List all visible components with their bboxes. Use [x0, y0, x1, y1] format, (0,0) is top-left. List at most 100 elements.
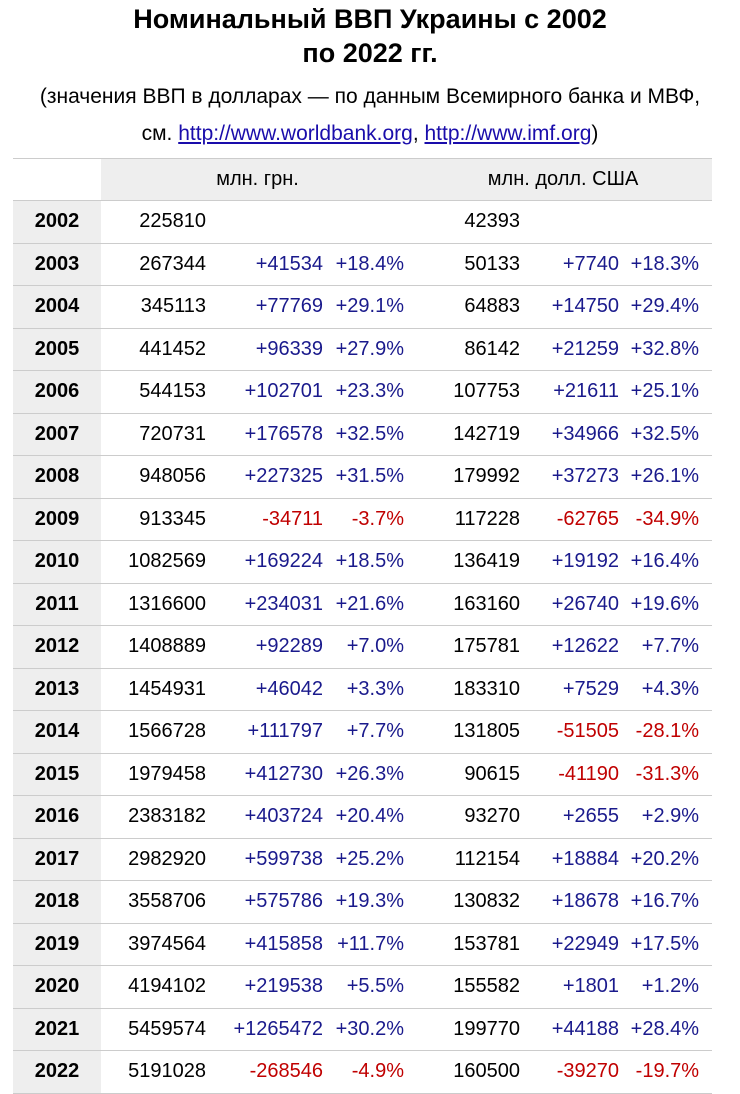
uah-delta: +234031 — [206, 582, 323, 626]
uah-percent: +18.5% — [323, 540, 415, 583]
usd-delta: +2655 — [520, 795, 620, 838]
usd-value: 93270 — [414, 795, 521, 838]
usd-value: 155582 — [414, 965, 521, 1008]
uah-percent: +11.7% — [323, 922, 415, 966]
uah-delta: -268546 — [206, 1050, 323, 1094]
usd-percent: +7.7% — [619, 625, 713, 668]
usd-delta: +19192 — [520, 540, 620, 583]
header-uah: млн. грн. — [101, 158, 415, 201]
year-cell: 2006 — [13, 370, 101, 413]
year-cell: 2011 — [13, 582, 101, 626]
uah-value: 3558706 — [101, 880, 206, 923]
subtitle-prefix: см. — [141, 122, 179, 145]
usd-percent: -31.3% — [619, 752, 713, 796]
usd-percent: +20.2% — [619, 837, 713, 881]
usd-delta: +21259 — [520, 327, 620, 371]
table-row: 2009 913345 -34711 -3.7% 117228 -62765 -34.9% — [13, 497, 713, 541]
worldbank-link[interactable]: http://www.worldbank.org — [178, 122, 413, 145]
table-row: 2020 4194102 +219538 +5.5% 155582 +1801 +1.2% — [13, 965, 713, 1008]
uah-delta: +96339 — [206, 327, 323, 371]
uah-value: 225810 — [101, 200, 206, 243]
usd-value: 153781 — [414, 922, 521, 966]
usd-percent: +16.4% — [619, 540, 713, 583]
uah-percent: +3.3% — [323, 667, 415, 711]
usd-percent: +17.5% — [619, 922, 713, 966]
usd-value: 50133 — [414, 242, 521, 286]
usd-percent: -28.1% — [619, 710, 713, 753]
uah-percent: +27.9% — [323, 327, 415, 371]
usd-delta: +7529 — [520, 667, 620, 711]
uah-percent: +26.3% — [323, 752, 415, 796]
table-row: 2003 267344 +41534 +18.4% 50133 +7740 +18.3% — [13, 242, 713, 286]
usd-value: 199770 — [414, 1007, 521, 1051]
usd-delta — [520, 200, 620, 243]
uah-percent — [323, 200, 415, 243]
usd-delta: +22949 — [520, 922, 620, 966]
year-cell: 2016 — [13, 795, 101, 838]
table-row: 2011 1316600 +234031 +21.6% 163160 +26740 +19.… — [13, 582, 713, 626]
uah-percent: +7.0% — [323, 625, 415, 668]
table-row: 2021 5459574 +1265472 +30.2% 199770 +44188 +28… — [13, 1007, 713, 1051]
table-row: 2018 3558706 +575786 +19.3% 130832 +18678 +16.… — [13, 880, 713, 923]
year-cell: 2013 — [13, 667, 101, 711]
page-title: Номинальный ВВП Украины с 2002 по 2022 г… — [0, 2, 740, 70]
uah-delta: +111797 — [206, 710, 323, 753]
usd-percent: +26.1% — [619, 455, 713, 498]
uah-value: 1316600 — [101, 582, 206, 626]
title-line-1: Номинальный ВВП Украины с 2002 — [133, 4, 607, 34]
year-cell: 2007 — [13, 412, 101, 456]
usd-value: 90615 — [414, 752, 521, 796]
year-cell: 2008 — [13, 455, 101, 498]
uah-delta: +415858 — [206, 922, 323, 966]
table-header-row: млн. грн. млн. долл. США — [13, 158, 713, 201]
usd-percent — [619, 200, 713, 243]
imf-link[interactable]: http://www.imf.org — [424, 122, 592, 145]
year-cell: 2017 — [13, 837, 101, 881]
uah-delta: -34711 — [206, 497, 323, 541]
year-cell: 2002 — [13, 200, 101, 243]
uah-value: 3974564 — [101, 922, 206, 966]
usd-value: 163160 — [414, 582, 521, 626]
uah-percent: +21.6% — [323, 582, 415, 626]
table-row: 2016 2383182 +403724 +20.4% 93270 +2655 +2.9% — [13, 795, 713, 838]
usd-percent: +1.2% — [619, 965, 713, 1008]
table-row: 2022 5191028 -268546 -4.9% 160500 -39270 -19.7… — [13, 1050, 713, 1094]
uah-value: 1082569 — [101, 540, 206, 583]
uah-value: 5459574 — [101, 1007, 206, 1051]
table-row: 2013 1454931 +46042 +3.3% 183310 +7529 +4.3% — [13, 667, 713, 711]
uah-value: 5191028 — [101, 1050, 206, 1094]
table-body: 2002 225810 42393 2003 267344 +41534 +18.4% 501… — [13, 200, 713, 1094]
year-cell: 2014 — [13, 710, 101, 753]
uah-percent: +19.3% — [323, 880, 415, 923]
usd-percent: +25.1% — [619, 370, 713, 413]
uah-delta: +227325 — [206, 455, 323, 498]
year-cell: 2015 — [13, 752, 101, 796]
usd-value: 131805 — [414, 710, 521, 753]
usd-value: 107753 — [414, 370, 521, 413]
uah-delta: +102701 — [206, 370, 323, 413]
table-row: 2002 225810 42393 — [13, 200, 713, 243]
uah-delta: +77769 — [206, 285, 323, 328]
usd-value: 136419 — [414, 540, 521, 583]
table-row: 2004 345113 +77769 +29.1% 64883 +14750 +29.4% — [13, 285, 713, 328]
usd-percent: +29.4% — [619, 285, 713, 328]
uah-value: 2982920 — [101, 837, 206, 881]
usd-value: 160500 — [414, 1050, 521, 1094]
usd-percent: +32.5% — [619, 412, 713, 456]
uah-value: 2383182 — [101, 795, 206, 838]
uah-percent: +30.2% — [323, 1007, 415, 1051]
table-row: 2014 1566728 +111797 +7.7% 131805 -51505 -28.1… — [13, 710, 713, 753]
uah-percent: +32.5% — [323, 412, 415, 456]
year-cell: 2022 — [13, 1050, 101, 1094]
uah-value: 441452 — [101, 327, 206, 371]
uah-delta — [206, 200, 323, 243]
usd-percent: -34.9% — [619, 497, 713, 541]
year-cell: 2012 — [13, 625, 101, 668]
usd-value: 86142 — [414, 327, 521, 371]
uah-value: 267344 — [101, 242, 206, 286]
uah-percent: +20.4% — [323, 795, 415, 838]
uah-value: 4194102 — [101, 965, 206, 1008]
uah-percent: +7.7% — [323, 710, 415, 753]
header-year-cell — [13, 158, 101, 201]
usd-delta: +37273 — [520, 455, 620, 498]
